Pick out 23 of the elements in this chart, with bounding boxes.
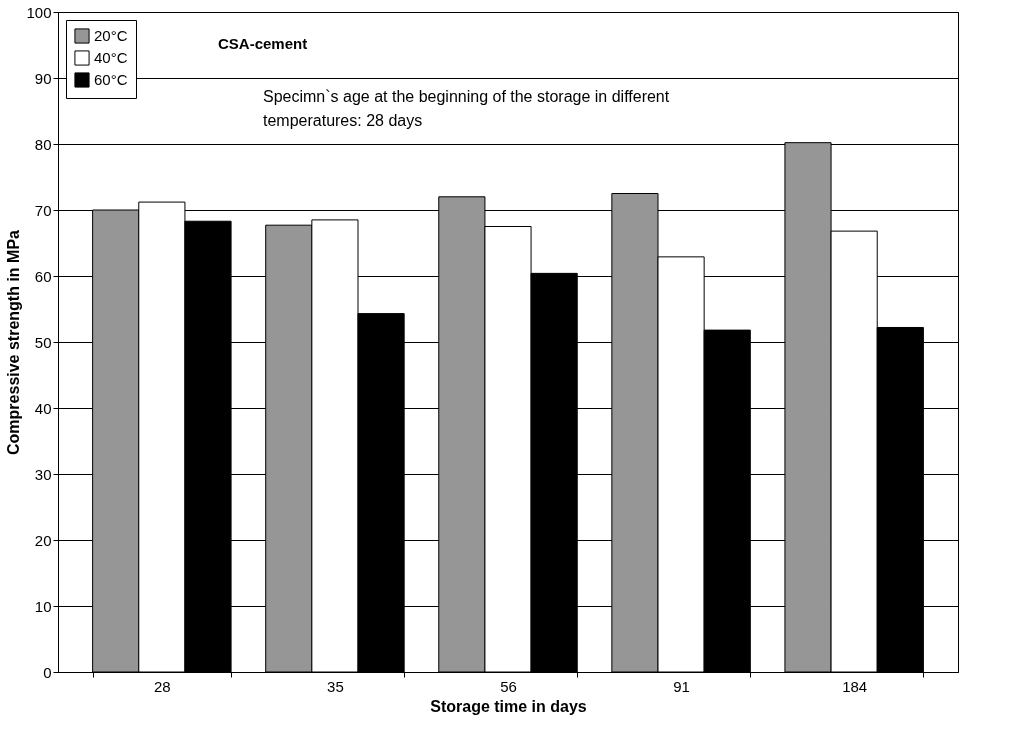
y-tick-label: 50 — [34, 333, 52, 351]
y-tick-label: 0 — [43, 663, 52, 681]
x-tick-label: 184 — [842, 677, 868, 695]
x-tick-label: 35 — [327, 677, 344, 695]
y-tick-label: 90 — [34, 69, 52, 87]
y-tick-label: 80 — [34, 135, 52, 153]
annotation: CSA-cement — [218, 35, 308, 52]
x-tick-label: 91 — [673, 677, 690, 695]
legend-label: 20°C — [94, 27, 128, 44]
x-tick-label: 28 — [154, 677, 171, 695]
x-tick-label: 56 — [500, 677, 517, 695]
y-tick-label: 40 — [34, 399, 52, 417]
y-tick-label: 70 — [34, 201, 52, 219]
legend-label: 40°C — [94, 49, 128, 66]
y-tick-label: 10 — [34, 597, 52, 615]
annotation: Specimn`s age at the beginning of the storage in different temperatures: 28 days — [263, 88, 670, 129]
x-axis-title: Storage time in days — [430, 697, 587, 715]
y-tick-label: 60 — [34, 267, 52, 285]
y-tick-label: 30 — [34, 465, 52, 483]
y-tick-label: 100 — [26, 3, 52, 21]
legend-label: 60°C — [94, 71, 128, 88]
y-axis-title: Compressive strength in MPa — [5, 229, 23, 455]
y-tick-label: 20 — [34, 531, 52, 549]
